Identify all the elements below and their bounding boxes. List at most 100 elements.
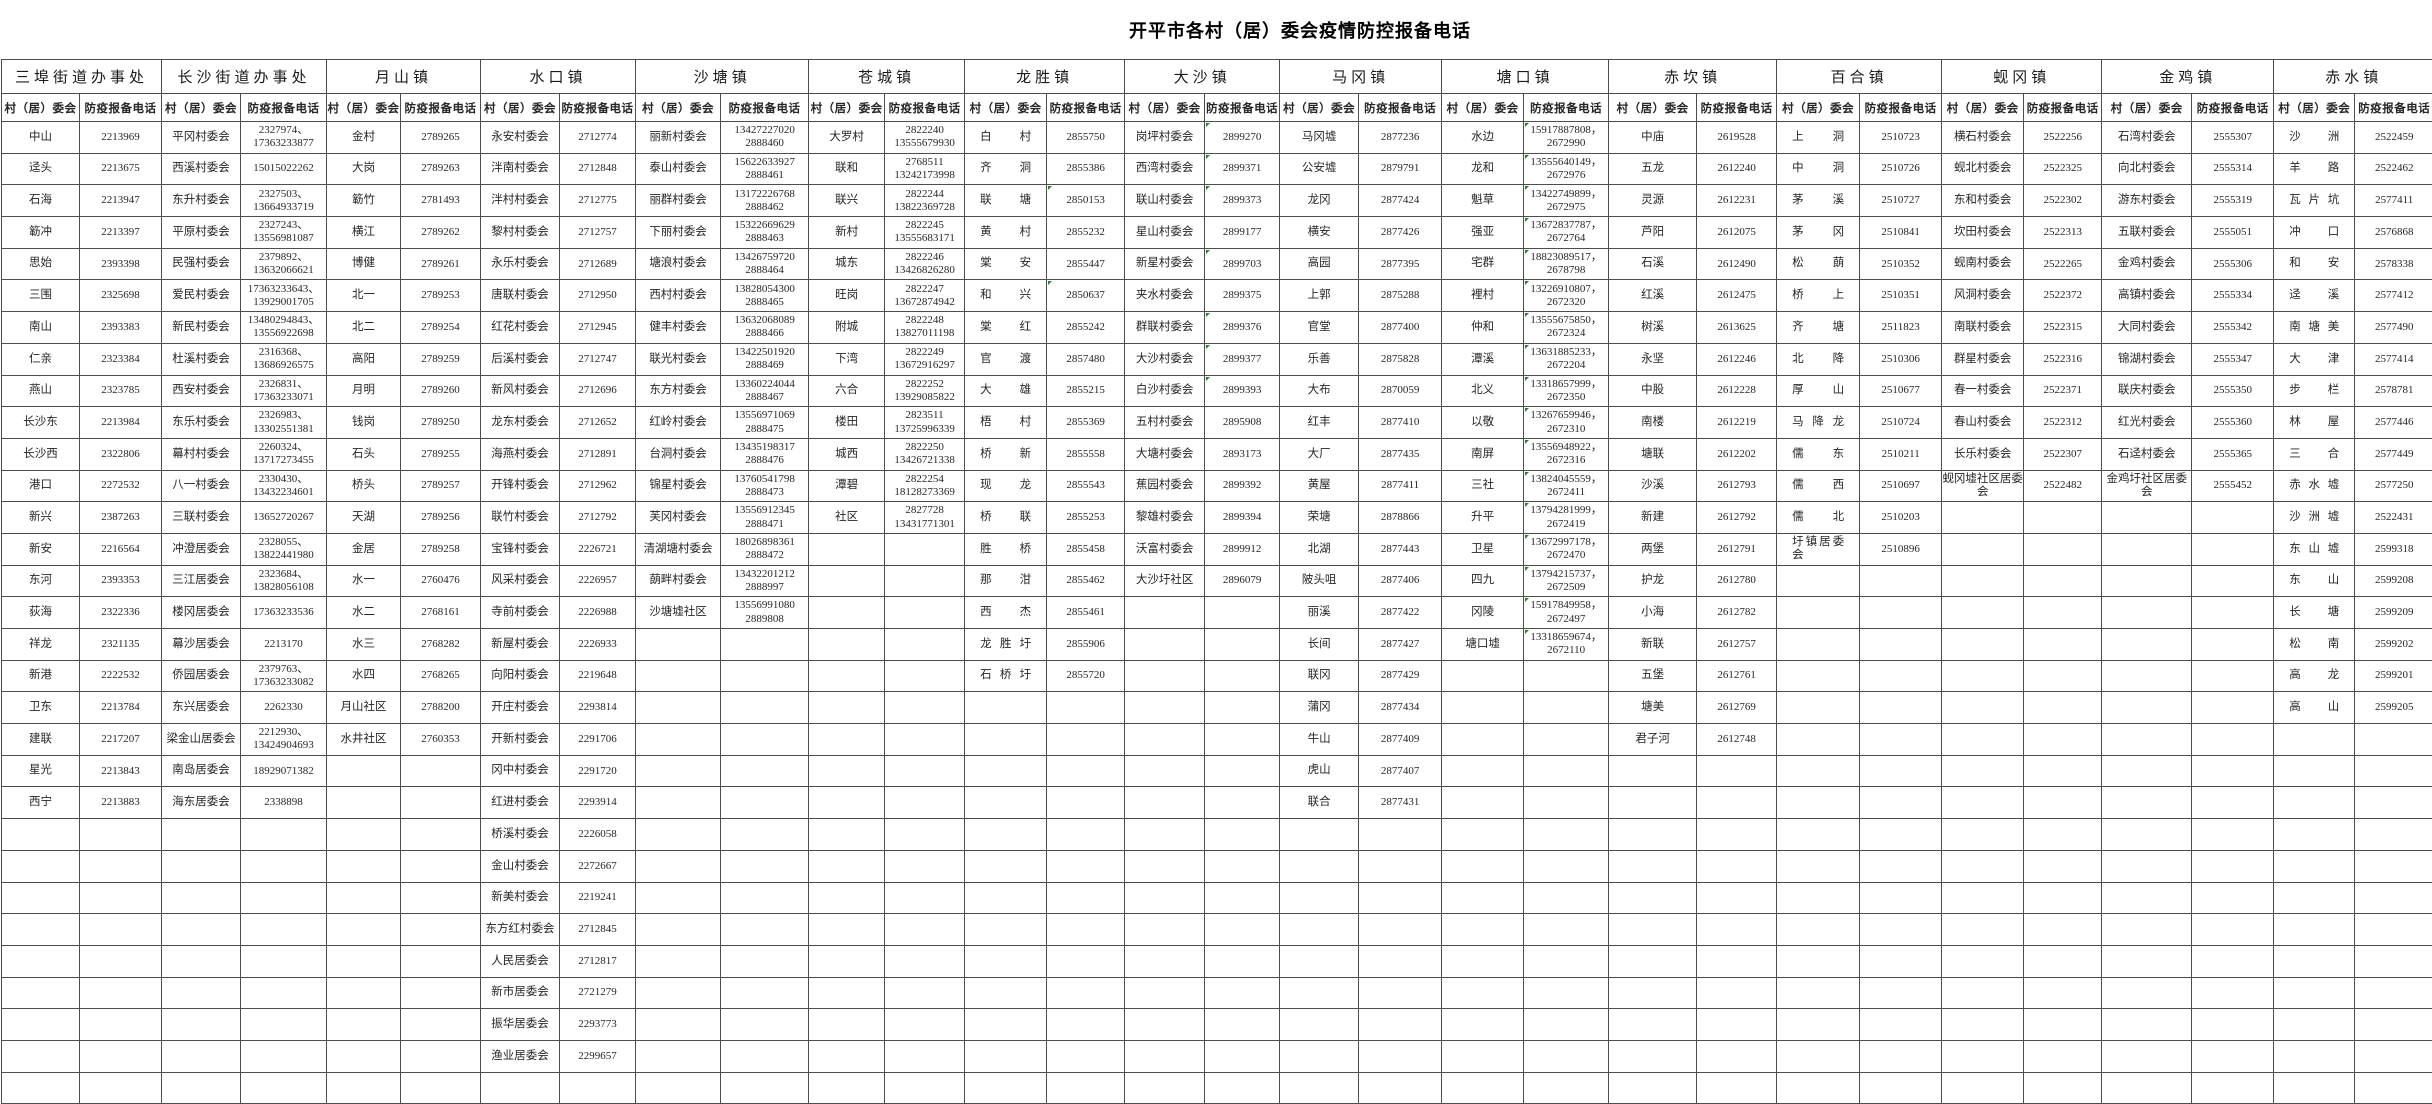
village-cell: 五龙	[1608, 152, 1698, 186]
village-cell: 小海	[1608, 596, 1698, 629]
phone-cell: 2387263	[78, 501, 163, 534]
empty-cell	[1124, 818, 1206, 851]
phone-cell: 2822244 13822369728	[884, 184, 966, 218]
village-cell: 南塘美	[2273, 311, 2356, 344]
empty-cell	[1941, 754, 2025, 788]
empty-cell	[2191, 786, 2275, 820]
phone-cell: 2226988	[559, 596, 637, 629]
empty-cell	[2023, 754, 2103, 788]
phone-cell: 15917849958， 2672497	[1523, 596, 1610, 629]
village-cell: 桥新	[964, 437, 1048, 471]
phone-cell: 2877427	[1358, 628, 1443, 661]
empty-cell	[635, 723, 722, 756]
empty-cell	[1696, 1008, 1778, 1041]
empty-cell	[1204, 659, 1281, 693]
phone-cell: 2322336	[78, 596, 163, 629]
empty-cell	[1523, 881, 1610, 915]
empty-cell	[1441, 1071, 1525, 1104]
phone-cell: 13555675850， 2672324	[1523, 311, 1610, 344]
village-cell: 厚山	[1776, 374, 1861, 408]
village-cell: 蕉园村委会	[1124, 469, 1206, 503]
village-cell: 大沙村委会	[1124, 342, 1206, 376]
village-cell: 棠安	[964, 247, 1048, 281]
empty-cell	[1523, 944, 1610, 978]
village-cell: 荻海	[1, 596, 80, 629]
phone-cell: 2327243、 13556981087	[240, 216, 328, 249]
village-cell: 横石村委会	[1941, 121, 2025, 154]
phone-cell: 2226933	[559, 628, 637, 661]
phone-cell: 2393353	[78, 564, 163, 598]
phone-cell: 2510677	[1859, 374, 1943, 408]
phone-cell: 2877410	[1358, 406, 1443, 439]
phone-cell: 2875288	[1358, 279, 1443, 313]
empty-cell	[1358, 881, 1443, 915]
phone-cell: 2511823	[1859, 311, 1943, 344]
phone-cell: 2899371	[1204, 152, 1281, 186]
empty-cell	[1441, 976, 1525, 1010]
phone-cell: 2326831、 17363233071	[240, 374, 328, 408]
empty-cell	[1, 1039, 80, 1073]
phone-cell: 2822247 13672874942	[884, 279, 966, 313]
village-cell: 黄屋	[1279, 469, 1360, 503]
village-cell: 东和村委会	[1941, 184, 2025, 218]
phone-column-header: 防疫报备电话	[400, 93, 482, 122]
village-cell: 北二	[326, 311, 402, 344]
village-cell: 大津	[2273, 342, 2356, 376]
empty-cell	[1941, 691, 2025, 725]
town-header: 赤水镇	[2273, 59, 2432, 94]
phone-cell: 13760541798 2888473	[720, 469, 810, 503]
phone-cell: 2899394	[1204, 501, 1281, 534]
town-header: 塘口镇	[1441, 59, 1610, 94]
empty-cell	[2354, 1039, 2432, 1073]
village-column-header: 村（居）委会	[480, 93, 561, 122]
phone-cell: 13556971069 2888475	[720, 406, 810, 439]
village-column-header: 村（居）委会	[1441, 93, 1525, 122]
phone-cell: 2612780	[1696, 564, 1778, 598]
empty-cell	[2101, 786, 2193, 820]
village-cell: 天湖	[326, 501, 402, 534]
empty-cell	[1279, 976, 1360, 1010]
empty-cell	[2101, 881, 2193, 915]
village-cell: 西湾村委会	[1124, 152, 1206, 186]
empty-cell	[1941, 1071, 2025, 1104]
empty-cell	[1523, 1039, 1610, 1073]
phone-cell: 2760476	[400, 564, 482, 598]
phone-cell: 2510306	[1859, 342, 1943, 376]
phone-cell: 13652720267	[240, 501, 328, 534]
village-cell: 沙洲	[2273, 121, 2356, 154]
village-cell: 水一	[326, 564, 402, 598]
village-cell: 大罗村	[808, 121, 886, 154]
empty-cell	[720, 849, 810, 883]
village-cell: 新屋村委会	[480, 628, 561, 661]
empty-cell	[1776, 723, 1861, 756]
village-cell: 卫东	[1, 691, 80, 725]
empty-cell	[1124, 628, 1206, 661]
village-cell: 四九	[1441, 564, 1525, 598]
empty-cell	[1696, 849, 1778, 883]
phone-column-header: 防疫报备电话	[1046, 93, 1126, 122]
village-cell: 步栏	[2273, 374, 2356, 408]
village-cell: 八一村委会	[161, 469, 242, 503]
empty-cell	[2191, 849, 2275, 883]
village-cell: 永乐村委会	[480, 247, 561, 281]
empty-cell	[635, 691, 722, 725]
empty-cell	[635, 1039, 722, 1073]
empty-cell	[1776, 944, 1861, 978]
empty-cell	[1124, 754, 1206, 788]
phone-cell: 2855543	[1046, 469, 1126, 503]
phone-cell: 2213969	[78, 121, 163, 154]
empty-cell	[1608, 976, 1698, 1010]
empty-cell	[964, 1039, 1048, 1073]
phone-cell: 2612202	[1696, 437, 1778, 471]
phone-cell: 2855750	[1046, 121, 1126, 154]
empty-cell	[1, 881, 80, 915]
village-cell: 强亚	[1441, 216, 1525, 249]
village-cell: 西安村委会	[161, 374, 242, 408]
empty-cell	[1358, 913, 1443, 946]
phone-cell: 2323684、 13828056108	[240, 564, 328, 598]
phone-cell: 2510841	[1859, 216, 1943, 249]
empty-cell	[326, 786, 402, 820]
village-cell: 侨园居委会	[161, 659, 242, 693]
phone-cell: 2878866	[1358, 501, 1443, 534]
phone-cell: 2510727	[1859, 184, 1943, 218]
